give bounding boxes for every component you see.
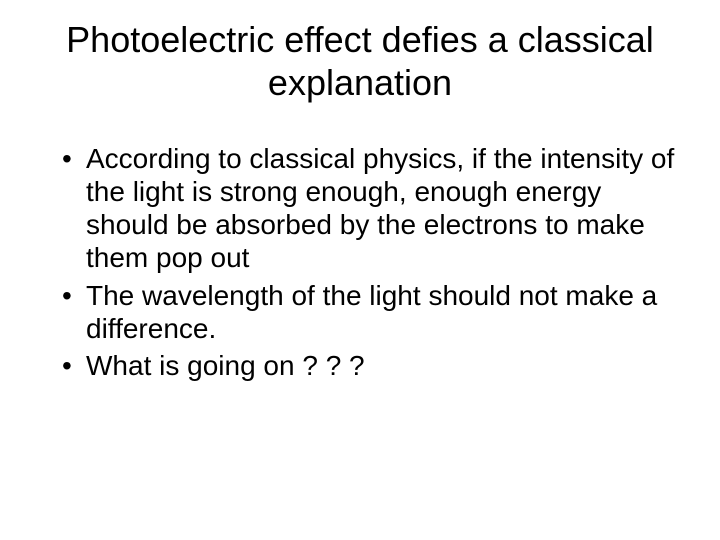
list-item: What is going on ? ? ? bbox=[62, 349, 680, 382]
list-item: The wavelength of the light should not m… bbox=[62, 279, 680, 345]
bullet-list: According to classical physics, if the i… bbox=[40, 142, 680, 381]
list-item: According to classical physics, if the i… bbox=[62, 142, 680, 274]
slide-title: Photoelectric effect defies a classical … bbox=[40, 18, 680, 104]
slide: Photoelectric effect defies a classical … bbox=[0, 0, 720, 540]
